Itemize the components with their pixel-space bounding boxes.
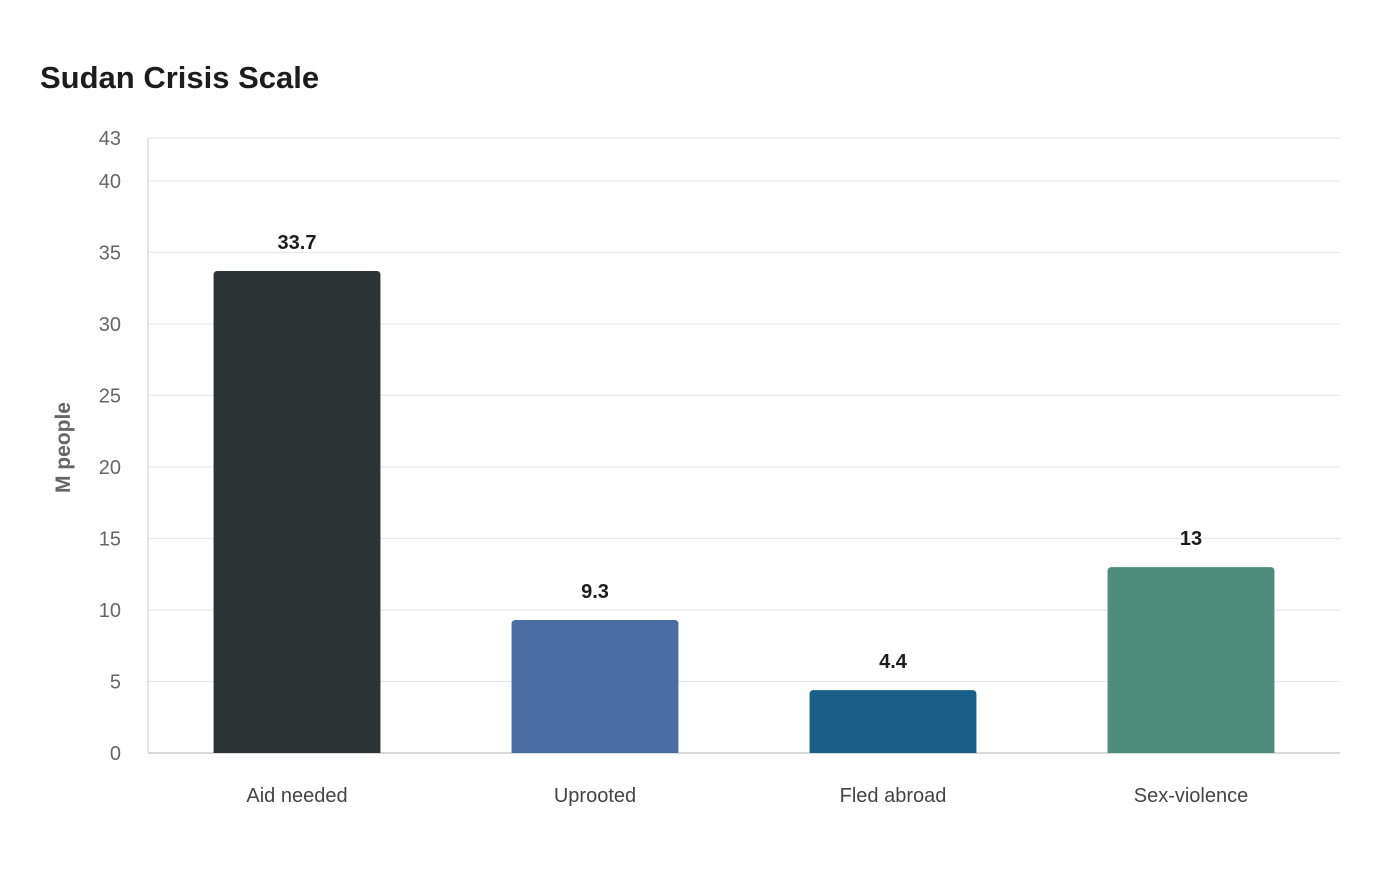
y-tick-label: 10 <box>99 600 121 622</box>
bar-value-label: 13 <box>1180 528 1202 550</box>
bar-value-label: 33.7 <box>278 232 317 254</box>
x-category-label: Aid needed <box>246 785 347 807</box>
y-tick-label: 43 <box>99 128 121 150</box>
y-tick-label: 15 <box>99 528 121 550</box>
x-category-label: Sex-violence <box>1134 785 1249 807</box>
bars <box>213 271 1275 753</box>
bar-value-label: 4.4 <box>879 651 908 673</box>
bar <box>1107 567 1275 753</box>
y-tick-label: 25 <box>99 385 121 407</box>
bar-value-label: 9.3 <box>581 581 609 603</box>
labels: 0 5 10 15 20 25 30 35 40 43 33.7 Aid needed 9.3 Uproo… <box>99 128 1249 807</box>
y-axis-title: M people <box>52 402 75 493</box>
bar <box>809 690 977 753</box>
bar <box>213 271 381 753</box>
x-category-label: Fled abroad <box>840 785 947 807</box>
y-tick-label: 5 <box>110 671 121 693</box>
y-tick-label: 0 <box>110 743 121 765</box>
chart-title: Sudan Crisis Scale <box>40 60 320 95</box>
y-tick-label: 30 <box>99 314 121 336</box>
bar <box>511 619 679 753</box>
y-tick-label: 35 <box>99 242 121 264</box>
x-category-label: Uprooted <box>554 785 636 807</box>
y-tick-label: 40 <box>99 171 121 193</box>
y-tick-label: 20 <box>99 457 121 479</box>
